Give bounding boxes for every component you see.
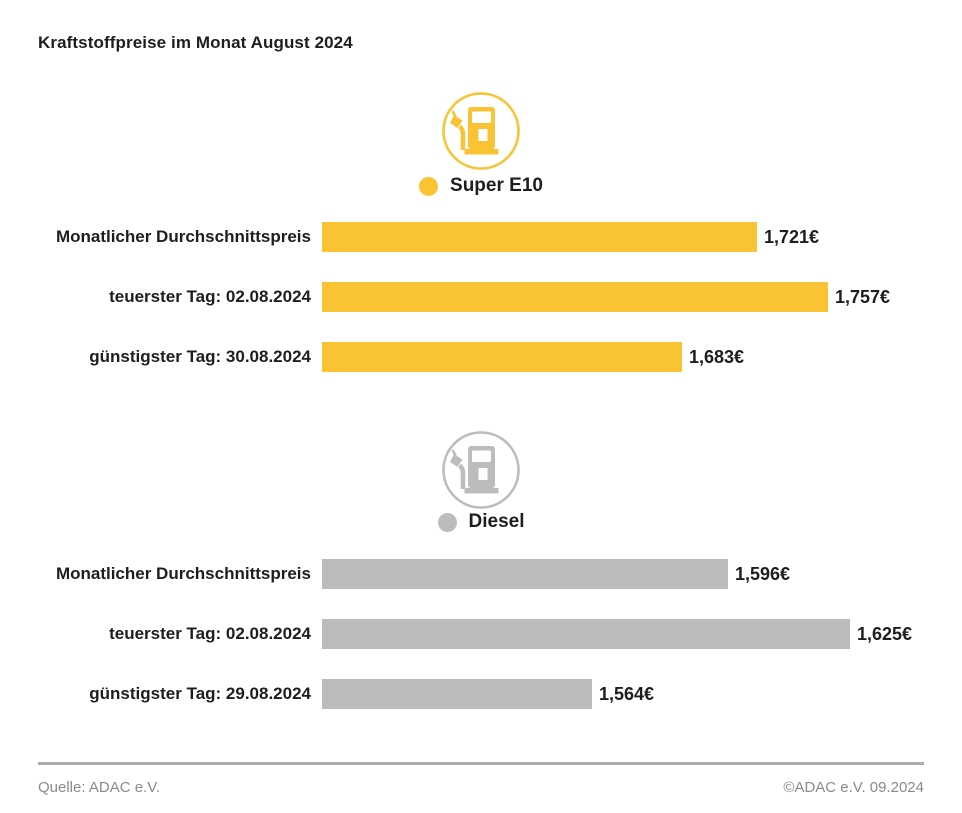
legend-diesel: Diesel bbox=[0, 511, 962, 533]
bar-row: teuerster Tag: 02.08.2024 1,625€ bbox=[0, 619, 962, 649]
row-label: günstigster Tag: 30.08.2024 bbox=[89, 347, 311, 366]
price-value: 1,757€ bbox=[835, 286, 891, 307]
footer-divider bbox=[38, 762, 924, 765]
bar-row: teuerster Tag: 02.08.2024 1,757€ bbox=[0, 282, 962, 312]
row-label: Monatlicher Durchschnittspreis bbox=[55, 564, 311, 583]
legend-label: Super E10 bbox=[450, 175, 543, 196]
price-bar bbox=[322, 559, 728, 589]
legend-label: Diesel bbox=[468, 511, 525, 532]
legend-dot-icon bbox=[419, 176, 439, 196]
fuel-pump-icon bbox=[441, 91, 521, 171]
row-label: teuerster Tag: 02.08.2024 bbox=[109, 287, 311, 306]
price-bar bbox=[322, 619, 850, 649]
legend-super-e10: Super E10 bbox=[0, 175, 962, 197]
price-value: 1,683€ bbox=[689, 346, 745, 367]
price-value: 1,564€ bbox=[599, 683, 655, 704]
bar-row: günstigster Tag: 30.08.2024 1,683€ bbox=[0, 342, 962, 372]
bar-row: günstigster Tag: 29.08.2024 1,564€ bbox=[0, 679, 962, 709]
row-label: günstigster Tag: 29.08.2024 bbox=[89, 684, 311, 703]
row-label: Monatlicher Durchschnittspreis bbox=[55, 227, 311, 246]
bar-row: Monatlicher Durchschnittspreis 1,721€ bbox=[0, 222, 962, 252]
source-credit: Quelle: ADAC e.V. bbox=[38, 779, 161, 796]
price-bar bbox=[322, 342, 682, 372]
price-bar bbox=[322, 282, 828, 312]
price-bar bbox=[322, 679, 592, 709]
row-label: teuerster Tag: 02.08.2024 bbox=[109, 624, 311, 643]
legend-dot-icon bbox=[437, 512, 457, 532]
copyright-notice: ©ADAC e.V. 09.2024 bbox=[783, 779, 924, 796]
price-value: 1,625€ bbox=[857, 623, 913, 644]
page-title: Kraftstoffpreise im Monat August 2024 bbox=[38, 33, 353, 52]
bar-row: Monatlicher Durchschnittspreis 1,596€ bbox=[0, 559, 962, 589]
price-bar bbox=[322, 222, 757, 252]
price-value: 1,721€ bbox=[764, 226, 820, 247]
price-value: 1,596€ bbox=[735, 563, 791, 584]
fuel-pump-icon bbox=[441, 430, 521, 510]
